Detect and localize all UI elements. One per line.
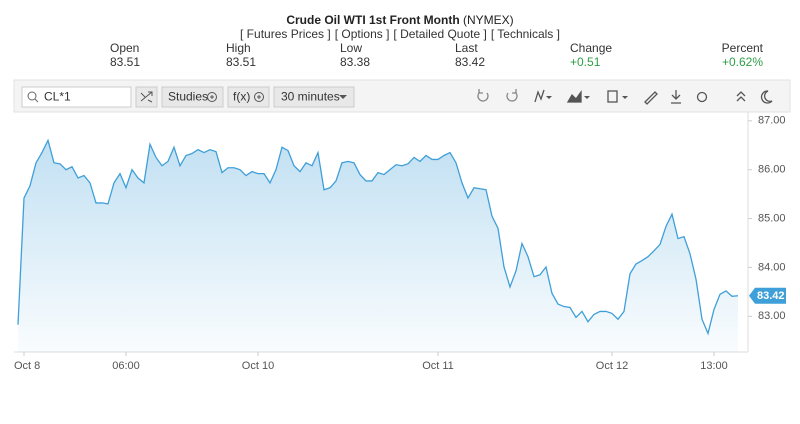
y-tick-label: 86.00 [758,164,786,176]
plus-icon [207,92,217,102]
search-icon [27,91,37,101]
link[interactable]: [ Detailed Quote ] [393,27,487,41]
quote-value: +0.62% [721,55,763,69]
toolbar-icons [477,89,773,105]
x-tick-label: Oct 12 [596,360,628,372]
download-icon[interactable] [671,90,681,104]
x-tick-label: Oct 11 [422,360,454,372]
theme-icon[interactable] [760,90,773,104]
redo-icon[interactable] [506,89,518,102]
last-price-badge [749,287,786,304]
link[interactable]: [ Technicals ] [490,27,560,41]
undo-icon[interactable] [477,89,489,102]
collapse-icon[interactable] [736,91,746,102]
exchange: (NYMEX) [463,13,514,27]
link[interactable]: [ Options ] [334,27,390,41]
plus-icon [257,95,261,99]
fx-button[interactable] [227,86,270,108]
settings-icon[interactable] [696,91,708,103]
x-tick-label: Oct 8 [14,360,40,372]
chart-type-icon[interactable] [566,89,582,103]
quote-value: 83.38 [340,55,371,69]
title-text: Crude Oil WTI 1st Front Month [286,13,460,27]
search-icon-handle [34,98,39,103]
x-tick-label: Oct 10 [242,360,274,372]
plus-icon [210,95,214,99]
y-tick-label: 84.00 [758,261,786,273]
interval-label: 30 minutes [281,90,340,104]
links: [ Futures Prices ][ Options ][ Detailed … [0,27,800,41]
compare-icon [140,91,153,103]
plot [17,138,739,352]
quote-value: 83.42 [455,55,486,69]
title: Crude Oil WTI 1st Front Month (NYMEX) [0,13,800,27]
quote-label: Open [110,41,140,55]
plus-icon [254,92,264,102]
quote-value: +0.51 [570,55,601,69]
last-price-label: 83.42 [757,290,785,302]
dropdown-arrow [339,95,347,99]
x-tick-label: 13:00 [700,360,728,372]
interval-select[interactable] [273,86,355,108]
y-tick-label: 85.00 [758,212,786,224]
symbol: CL*1 [44,90,71,104]
pen-icon[interactable] [644,91,658,105]
quote-label: High [226,41,251,55]
quote-value: 83.51 [226,55,257,69]
fx-label: f(x) [233,90,250,104]
area [18,140,738,352]
quote-label: Low [340,41,363,55]
quote-label: Percent [721,41,763,55]
link[interactable]: [ Futures Prices ] [240,27,331,41]
y-tick-label: 87.00 [758,115,786,127]
line [17,138,739,336]
quote-label: Change [570,41,613,55]
dropdown-arrows [546,96,628,99]
studies-button[interactable] [161,86,224,108]
draw-icon[interactable] [534,89,545,103]
y-tick-label: 83.00 [758,310,786,322]
layout-icon[interactable] [607,90,618,103]
symbol-search[interactable] [21,86,132,108]
quote-value: 83.51 [110,55,141,69]
quote-label: Last [455,41,478,55]
x-tick-label: 06:00 [112,360,140,372]
studies-label: Studies [168,90,208,104]
